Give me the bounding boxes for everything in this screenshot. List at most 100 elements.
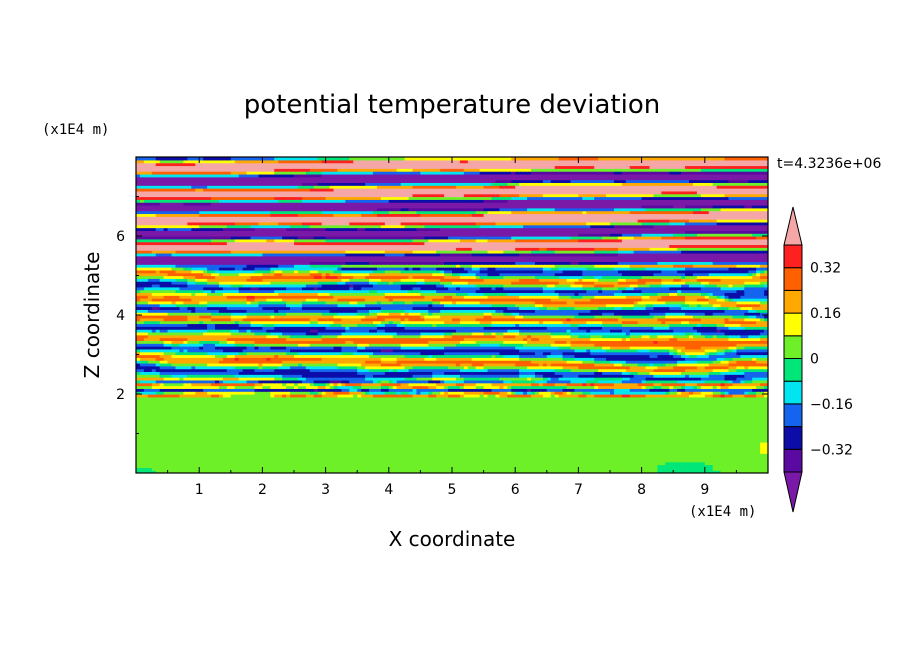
field-cell	[637, 458, 643, 463]
field-cell	[294, 433, 299, 437]
field-cell	[606, 436, 611, 440]
field-cell	[534, 456, 540, 460]
field-cell	[286, 447, 291, 452]
field-cell	[704, 444, 710, 449]
field-cell	[294, 441, 299, 446]
field-cell	[187, 427, 192, 432]
field-cell	[610, 396, 615, 401]
field-cell	[424, 461, 429, 466]
field-cell	[677, 394, 682, 398]
field-cell	[369, 402, 374, 406]
field-cell	[503, 461, 508, 466]
field-cell	[167, 456, 173, 460]
field-cell	[408, 419, 414, 423]
field-cell	[598, 388, 603, 392]
field-cell	[689, 464, 694, 468]
field-cell	[345, 385, 350, 389]
field-cell	[207, 427, 212, 432]
field-cell	[712, 450, 718, 454]
field-cell	[187, 425, 192, 429]
field-cell	[369, 413, 374, 418]
field-cell	[455, 391, 461, 395]
field-cell	[191, 410, 196, 415]
field-cell	[238, 405, 244, 409]
field-cell	[286, 396, 291, 401]
field-cell	[617, 467, 623, 471]
field-cell	[495, 405, 500, 409]
field-cell	[250, 416, 256, 420]
field-cell	[657, 430, 662, 435]
field-cell	[357, 422, 362, 426]
field-cell	[139, 422, 145, 426]
field-cell	[752, 436, 757, 440]
field-cell	[499, 430, 504, 435]
field-cell	[499, 470, 504, 473]
field-cell	[499, 456, 504, 460]
field-cell	[290, 436, 295, 440]
field-cell	[696, 425, 702, 429]
field-cell	[455, 453, 461, 457]
field-cell	[380, 444, 386, 449]
field-cell	[570, 416, 576, 420]
field-cell	[329, 405, 335, 409]
field-cell	[301, 416, 307, 420]
field-cell	[463, 410, 469, 415]
field-cell	[211, 456, 216, 460]
field-cell	[290, 430, 295, 435]
field-cell	[147, 385, 153, 389]
field-cell	[392, 419, 398, 423]
field-cell	[610, 413, 615, 418]
field-cell	[633, 394, 639, 398]
field-cell	[286, 422, 291, 426]
field-cell	[191, 441, 196, 446]
field-cell	[159, 453, 165, 457]
field-cell	[215, 416, 220, 420]
field-cell	[321, 439, 327, 443]
field-cell	[507, 450, 512, 454]
field-cell	[432, 388, 437, 392]
field-cell	[483, 413, 489, 418]
field-cell	[211, 430, 216, 435]
field-cell	[357, 450, 362, 454]
field-cell	[384, 458, 390, 463]
field-cell	[554, 416, 560, 420]
field-cell	[586, 396, 591, 401]
field-cell	[546, 413, 552, 418]
field-cell	[270, 396, 275, 401]
field-cell	[463, 430, 469, 435]
field-cell	[246, 430, 252, 435]
field-cell	[203, 394, 208, 398]
field-cell	[554, 391, 560, 395]
field-cell	[720, 416, 726, 420]
field-cell	[633, 399, 639, 404]
field-cell	[665, 396, 670, 401]
field-cell	[313, 388, 319, 392]
field-cell	[266, 453, 271, 457]
field-cell	[756, 461, 761, 466]
field-cell	[704, 399, 710, 404]
field-cell	[590, 439, 595, 443]
field-cell	[179, 419, 184, 423]
field-cell	[566, 385, 572, 389]
field-cell	[625, 405, 631, 409]
field-cell	[669, 453, 674, 457]
field-cell	[590, 427, 595, 432]
field-cell	[475, 422, 481, 426]
field-cell	[365, 433, 370, 437]
field-cell	[262, 422, 267, 426]
field-cell	[139, 444, 145, 449]
field-cell	[222, 456, 228, 460]
field-cell	[361, 416, 366, 420]
field-cell	[503, 456, 508, 460]
field-cell	[732, 408, 737, 412]
field-cell	[475, 458, 481, 463]
field-cell	[613, 433, 619, 437]
field-cell	[649, 391, 655, 395]
field-cell	[136, 399, 141, 404]
field-cell	[542, 436, 548, 440]
field-cell	[246, 444, 252, 449]
field-cell	[491, 436, 497, 440]
field-cell	[408, 453, 414, 457]
field-cell	[700, 436, 706, 440]
field-cell	[238, 391, 244, 395]
